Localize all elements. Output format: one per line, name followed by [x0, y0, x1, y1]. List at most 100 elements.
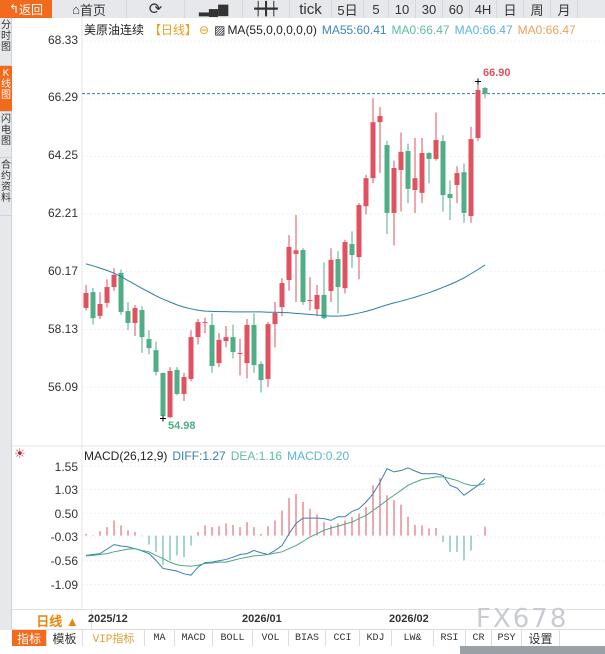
candle-up: [195, 322, 201, 338]
candle-up: [104, 287, 110, 303]
period-5day[interactable]: 5日: [332, 0, 364, 18]
candle-down: [160, 373, 166, 416]
tab-indicators[interactable]: 指标: [12, 630, 47, 646]
candlestick-icon: ┿╋┿: [254, 1, 278, 16]
candlestick-button[interactable]: ┿╋┿: [243, 0, 290, 18]
ma0-value-3: MA0:66.47: [517, 23, 576, 37]
date-label: 2026/01: [242, 613, 282, 625]
candle-down: [335, 259, 341, 288]
tab-psy[interactable]: PSY: [492, 630, 522, 646]
period-tick[interactable]: tick: [290, 0, 332, 18]
period-10min[interactable]: 10: [389, 0, 416, 18]
tab-rsi[interactable]: RSI: [434, 630, 466, 646]
macd-legend: MACD(26,12,9) DIFF:1.27 DEA:1.16 MACD:0.20: [84, 449, 354, 463]
candle-up: [223, 337, 229, 342]
tab-macd[interactable]: MACD: [175, 630, 213, 646]
side-tab-kline[interactable]: K线图: [0, 66, 12, 112]
macd-value: MACD:0.20: [287, 449, 350, 463]
back-button[interactable]: ↰ 返回: [0, 0, 52, 18]
candle-up: [328, 259, 334, 291]
period-30min[interactable]: 30: [416, 0, 443, 18]
kline-chart[interactable]: [0, 0, 605, 610]
period-5min[interactable]: 5: [364, 0, 389, 18]
candle-down: [139, 309, 145, 338]
price-tick: 62.21: [47, 206, 78, 220]
candle-up: [342, 242, 348, 289]
candle-up: [433, 139, 439, 159]
candle-down: [482, 87, 488, 94]
ma-params: MA(55,0,0,0,0,0): [227, 23, 317, 37]
indicator-chart-button[interactable]: ▂▄▆: [185, 0, 243, 18]
period-week[interactable]: 周: [524, 0, 551, 18]
candle-up: [391, 167, 397, 213]
indicator-settings-icon[interactable]: ☀: [14, 446, 26, 461]
candle-down: [440, 141, 446, 196]
tab-vip-indicators[interactable]: VIP指标: [83, 630, 145, 646]
side-tab-contract-info[interactable]: 合约资料: [0, 158, 12, 216]
refresh-icon: ⟳: [148, 1, 163, 18]
candle-up: [307, 300, 313, 302]
tab-settings[interactable]: 设置: [522, 630, 560, 646]
date-label: 2026/02: [389, 613, 429, 625]
date-axis: 日线 ▲ 2025/12 2026/01 2026/02: [12, 609, 605, 630]
price-tick: 68.33: [47, 33, 78, 47]
candle-up: [293, 250, 299, 254]
tab-cci[interactable]: CCI: [326, 630, 360, 646]
side-tab-flash[interactable]: 闪电图: [0, 112, 12, 158]
tab-templates[interactable]: 模板: [47, 630, 83, 646]
ma0-value-2: MA0:66.47: [454, 23, 513, 37]
tab-ma[interactable]: MA: [145, 630, 175, 646]
candle-up: [272, 313, 278, 325]
candle-up: [377, 115, 383, 123]
candle-up: [475, 89, 481, 139]
tab-kdj[interactable]: KDJ: [360, 630, 392, 646]
period-4h[interactable]: 4H: [470, 0, 497, 18]
home-icon: ⌂: [72, 1, 80, 17]
period-60min[interactable]: 60: [443, 0, 470, 18]
price-tick: 60.17: [47, 264, 78, 278]
candle-down: [321, 294, 327, 319]
candle-down: [125, 311, 131, 323]
candle-up: [83, 292, 89, 308]
home-button[interactable]: ⌂ 首页: [52, 0, 127, 18]
candle-down: [384, 145, 390, 213]
tab-lwr[interactable]: LW&: [392, 630, 434, 646]
period-selector[interactable]: 日线 ▲: [24, 610, 92, 630]
candle-down: [426, 152, 432, 159]
tab-boll[interactable]: BOLL: [213, 630, 253, 646]
candle-up: [244, 324, 250, 364]
price-tick: 64.25: [47, 148, 78, 162]
side-tab-timeshare[interactable]: 分时图: [0, 18, 12, 66]
tab-vol[interactable]: VOL: [253, 630, 289, 646]
candle-down: [258, 363, 264, 381]
macd-tick: 0.50: [54, 507, 78, 521]
candle-up: [216, 339, 222, 364]
high-marker-icon: [475, 78, 481, 85]
date-label: 2025/12: [88, 613, 128, 625]
price-tick: 66.29: [47, 90, 78, 104]
candle-up: [314, 294, 320, 310]
period-day[interactable]: 日: [497, 0, 524, 18]
minus-circle-icon[interactable]: ⊖: [199, 23, 210, 37]
candle-up: [188, 337, 194, 379]
tab-bias[interactable]: BIAS: [289, 630, 326, 646]
candle-up: [398, 151, 404, 170]
macd-tick: 1.55: [54, 460, 78, 474]
tab-cr[interactable]: CR: [466, 630, 492, 646]
candle-up: [265, 324, 271, 379]
low-price-label: 54.98: [168, 420, 196, 432]
candle-up: [181, 376, 187, 394]
period-month[interactable]: 月: [551, 0, 578, 18]
candle-up: [111, 274, 117, 288]
scroll-handle[interactable]: [460, 646, 605, 654]
candle-up: [468, 139, 474, 217]
ma-settings-icon[interactable]: ▨: [214, 23, 226, 37]
refresh-button[interactable]: ⟳: [127, 0, 185, 18]
candle-down: [174, 369, 180, 394]
candle-down: [349, 244, 355, 256]
candle-up: [286, 246, 292, 280]
instrument-name: 美原油连续: [84, 23, 145, 37]
bar-chart-icon: ▂▄▆: [198, 1, 229, 16]
diff-value: DIFF:1.27: [172, 449, 226, 463]
candle-up: [370, 122, 376, 179]
